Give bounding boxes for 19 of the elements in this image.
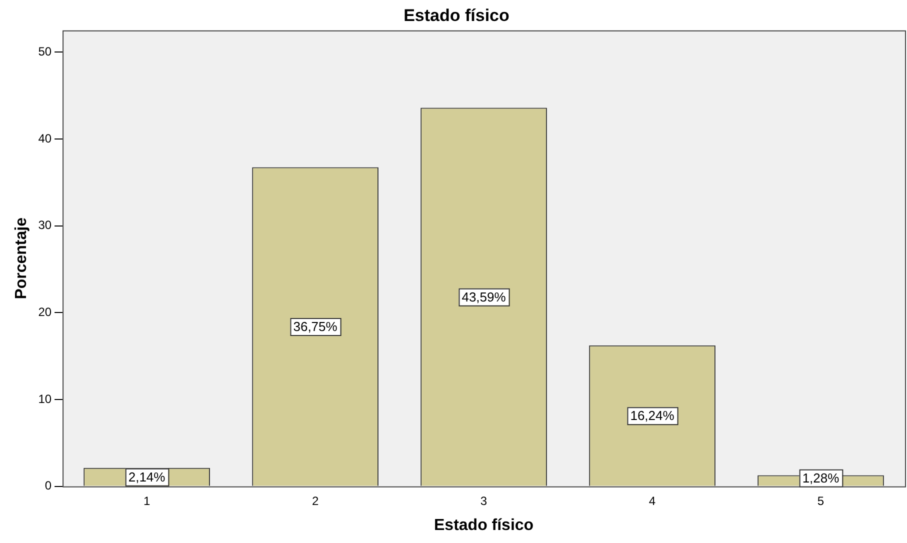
y-tick-label: 30 bbox=[38, 218, 52, 232]
data-label: 43,59% bbox=[462, 289, 506, 304]
data-label: 1,28% bbox=[802, 470, 840, 486]
data-label: 16,24% bbox=[630, 408, 675, 424]
x-tick-label: 4 bbox=[648, 494, 656, 508]
data-label: 2,14% bbox=[128, 469, 166, 484]
y-tick-label: 0 bbox=[44, 478, 52, 493]
x-tick-label: 2 bbox=[312, 494, 319, 508]
x-tick-label: 3 bbox=[480, 494, 488, 508]
chart-title: Estado físico bbox=[404, 6, 510, 25]
x-tick-label: 5 bbox=[817, 494, 824, 508]
x-axis-title: Estado físico bbox=[434, 516, 534, 534]
y-tick-label: 10 bbox=[38, 392, 52, 406]
x-tick-label: 1 bbox=[143, 494, 150, 508]
y-tick-label: 50 bbox=[38, 44, 52, 58]
data-label: 36,75% bbox=[293, 319, 338, 334]
y-tick-label: 20 bbox=[38, 305, 52, 319]
y-axis-title: Porcentaje bbox=[13, 217, 30, 300]
y-tick-label: 40 bbox=[38, 131, 52, 146]
